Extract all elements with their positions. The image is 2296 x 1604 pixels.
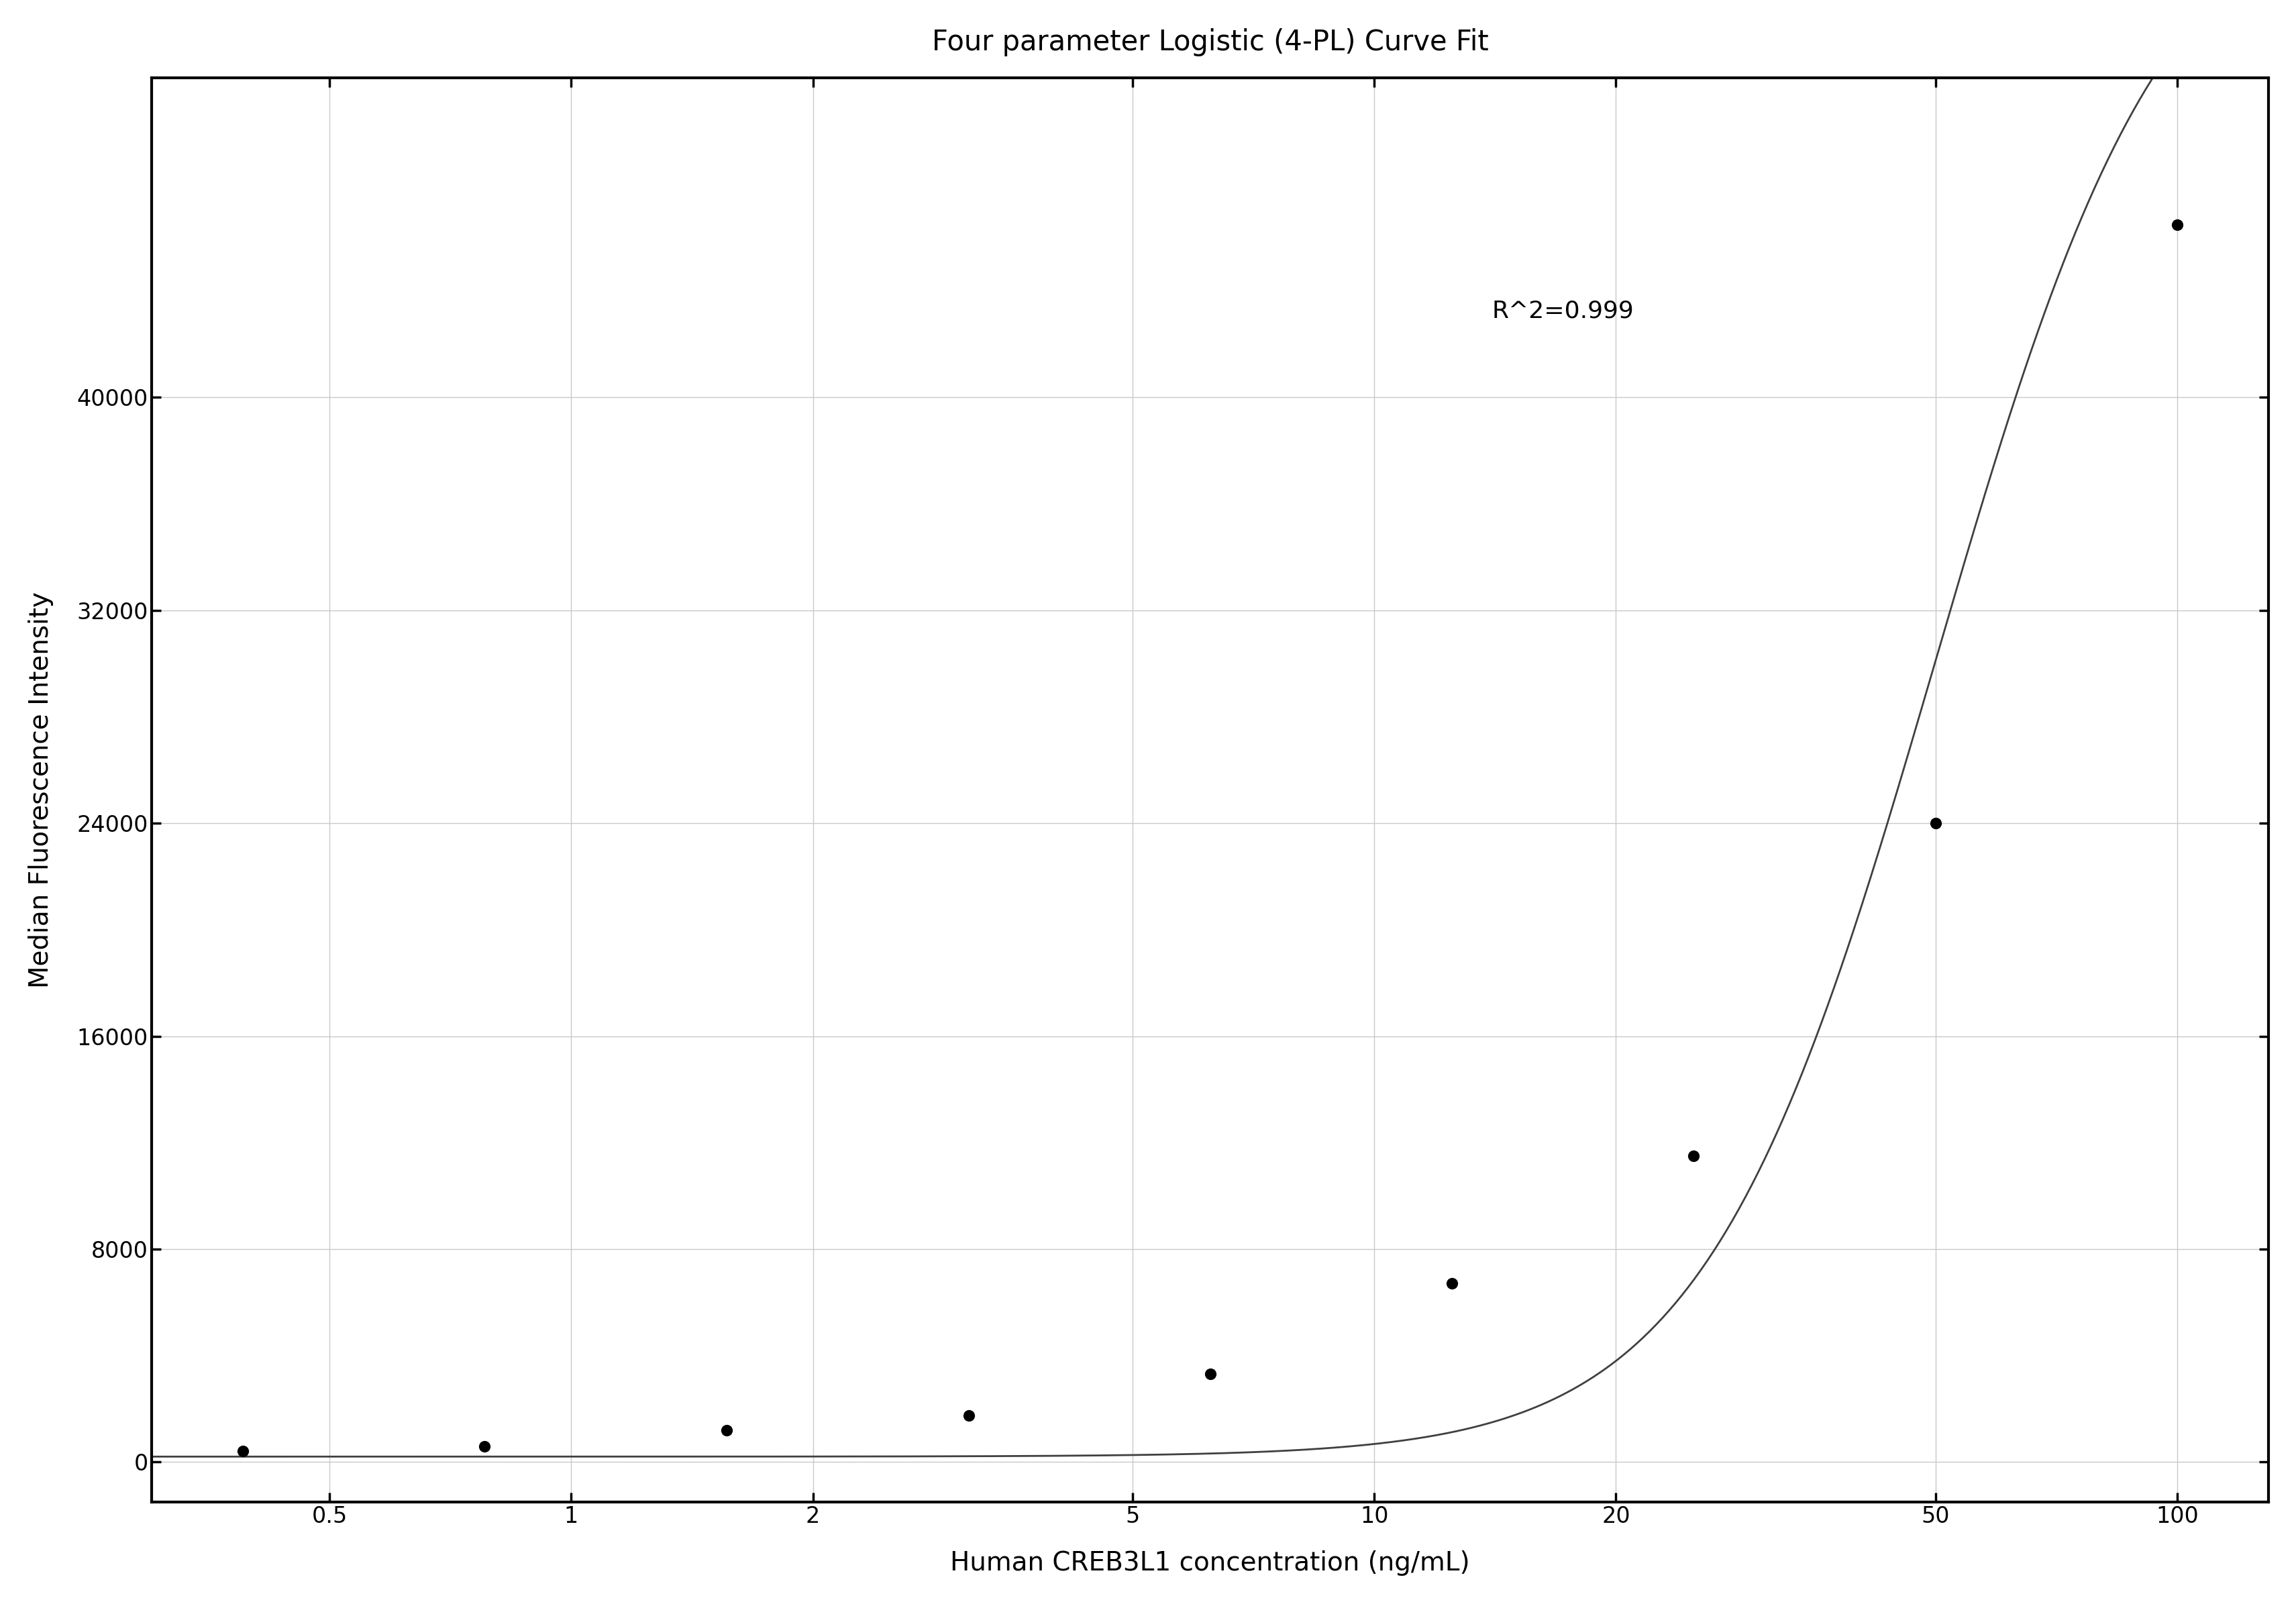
X-axis label: Human CREB3L1 concentration (ng/mL): Human CREB3L1 concentration (ng/mL) (951, 1551, 1469, 1577)
Point (951, 1402, 987, 1428)
Point (1433, 1270, 1469, 1296)
Point (1674, 1144, 1711, 1169)
Text: R^2=0.999: R^2=0.999 (1490, 300, 1632, 322)
Point (225, 1439, 262, 1464)
Point (2158, 212, 2195, 237)
Point (1917, 810, 1954, 836)
Point (466, 1434, 503, 1460)
Point (707, 1418, 744, 1444)
Point (1192, 1362, 1228, 1387)
Y-axis label: Median Fluorescence Intensity: Median Fluorescence Intensity (28, 592, 53, 988)
Title: Four parameter Logistic (4-PL) Curve Fit: Four parameter Logistic (4-PL) Curve Fit (932, 27, 1488, 56)
